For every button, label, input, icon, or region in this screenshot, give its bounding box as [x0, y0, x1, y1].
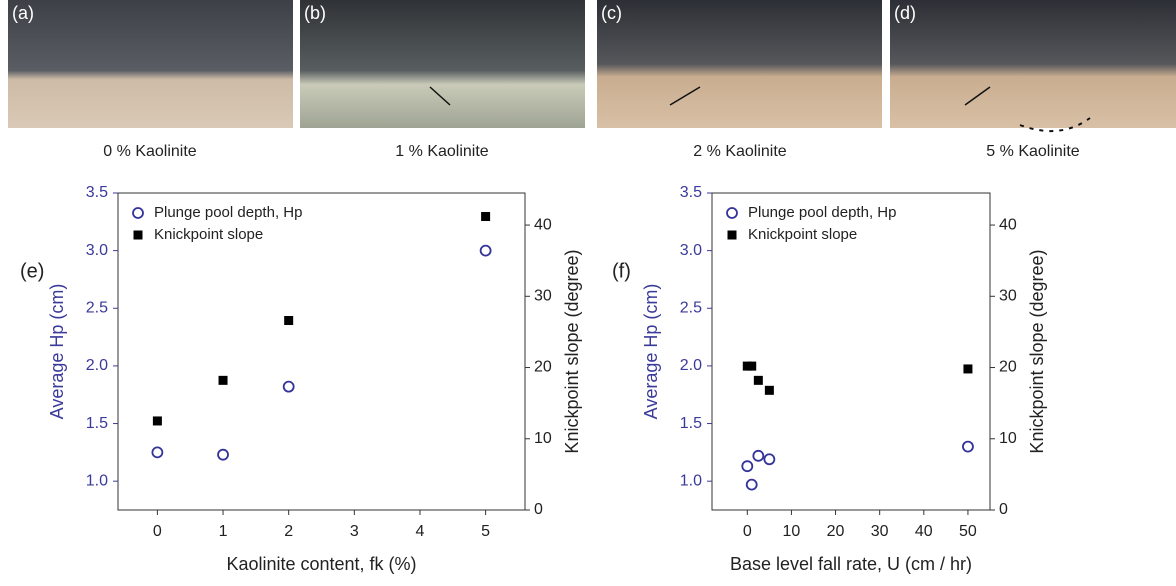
y2-tick-label: 10	[534, 430, 552, 447]
x-axis-label: Kaolinite content, fk (%)	[226, 554, 416, 574]
photo	[8, 0, 293, 128]
y2-tick-label: 20	[999, 359, 1017, 376]
y-axis-label: Average Hp (cm)	[47, 284, 67, 420]
y2-axis-label: Knickpoint slope (degree)	[1027, 249, 1047, 453]
x-axis-label: Base level fall rate, U (cm / hr)	[730, 554, 972, 574]
y-axis-label: Average Hp (cm)	[641, 284, 661, 420]
y2-tick-label: 40	[534, 216, 552, 233]
x-tick-label: 2	[284, 523, 293, 540]
panel-label: (f)	[612, 260, 631, 282]
legend-label: Knickpoint slope	[154, 226, 263, 243]
x-tick-label: 40	[915, 523, 933, 540]
y-tick-label: 2.0	[86, 357, 108, 374]
y-tick-label: 3.0	[86, 242, 108, 259]
y2-tick-label: 0	[999, 501, 1008, 518]
y2-tick-label: 10	[999, 430, 1017, 447]
point	[747, 362, 756, 371]
caption: 5 % Kaolinite	[986, 143, 1079, 160]
y-tick-label: 1.5	[680, 415, 702, 432]
y2-tick-label: 0	[534, 501, 543, 518]
x-tick-label: 0	[743, 523, 752, 540]
y-tick-label: 1.0	[86, 472, 108, 489]
panel-label: (b)	[304, 3, 326, 23]
x-tick-label: 3	[350, 523, 359, 540]
x-tick-label: 30	[871, 523, 889, 540]
y2-tick-label: 30	[534, 288, 552, 305]
point	[152, 447, 162, 457]
point	[284, 382, 294, 392]
point	[134, 231, 143, 240]
point	[742, 461, 752, 471]
x-tick-label: 10	[783, 523, 801, 540]
x-tick-label: 1	[219, 523, 228, 540]
y2-axis-label: Knickpoint slope (degree)	[562, 249, 582, 453]
point	[284, 316, 293, 325]
panel-label: (e)	[20, 260, 44, 282]
point	[963, 442, 973, 452]
point	[765, 386, 774, 395]
point	[754, 376, 763, 385]
caption: 1 % Kaolinite	[395, 143, 488, 160]
photo	[300, 0, 585, 128]
caption: 0 % Kaolinite	[103, 143, 196, 160]
point	[481, 212, 490, 221]
point	[133, 208, 143, 218]
legend-label: Plunge pool depth, Hp	[748, 204, 896, 221]
photo	[890, 0, 1176, 128]
panel-label: (d)	[894, 3, 916, 23]
point	[753, 451, 763, 461]
y-tick-label: 1.0	[680, 472, 702, 489]
y-tick-label: 3.0	[680, 242, 702, 259]
y-tick-label: 3.5	[680, 184, 702, 201]
point	[963, 364, 972, 373]
y-tick-label: 2.5	[680, 299, 702, 316]
x-tick-label: 5	[481, 523, 490, 540]
legend-label: Knickpoint slope	[748, 226, 857, 243]
legend-label: Plunge pool depth, Hp	[154, 204, 302, 221]
point	[153, 416, 162, 425]
y2-tick-label: 20	[534, 359, 552, 376]
caption: 2 % Kaolinite	[693, 143, 786, 160]
x-tick-label: 20	[827, 523, 845, 540]
point	[218, 450, 228, 460]
x-tick-label: 50	[959, 523, 977, 540]
y2-tick-label: 30	[999, 288, 1017, 305]
y-tick-label: 2.5	[86, 299, 108, 316]
point	[728, 231, 737, 240]
photo	[597, 0, 882, 128]
x-tick-label: 0	[153, 523, 162, 540]
y-tick-label: 3.5	[86, 184, 108, 201]
y-tick-label: 1.5	[86, 415, 108, 432]
point	[481, 246, 491, 256]
point	[747, 480, 757, 490]
panel-label: (a)	[12, 3, 34, 23]
figure: (a) (b) (c) (d) 0 % Kaolinite 1 % Kaolin…	[0, 0, 1176, 581]
x-tick-label: 4	[416, 523, 425, 540]
y-tick-label: 2.0	[680, 357, 702, 374]
point	[727, 208, 737, 218]
y2-tick-label: 40	[999, 216, 1017, 233]
point	[764, 454, 774, 464]
panel-label: (c)	[601, 3, 622, 23]
point	[219, 376, 228, 385]
photos: (a) (b) (c) (d)	[8, 0, 1176, 131]
